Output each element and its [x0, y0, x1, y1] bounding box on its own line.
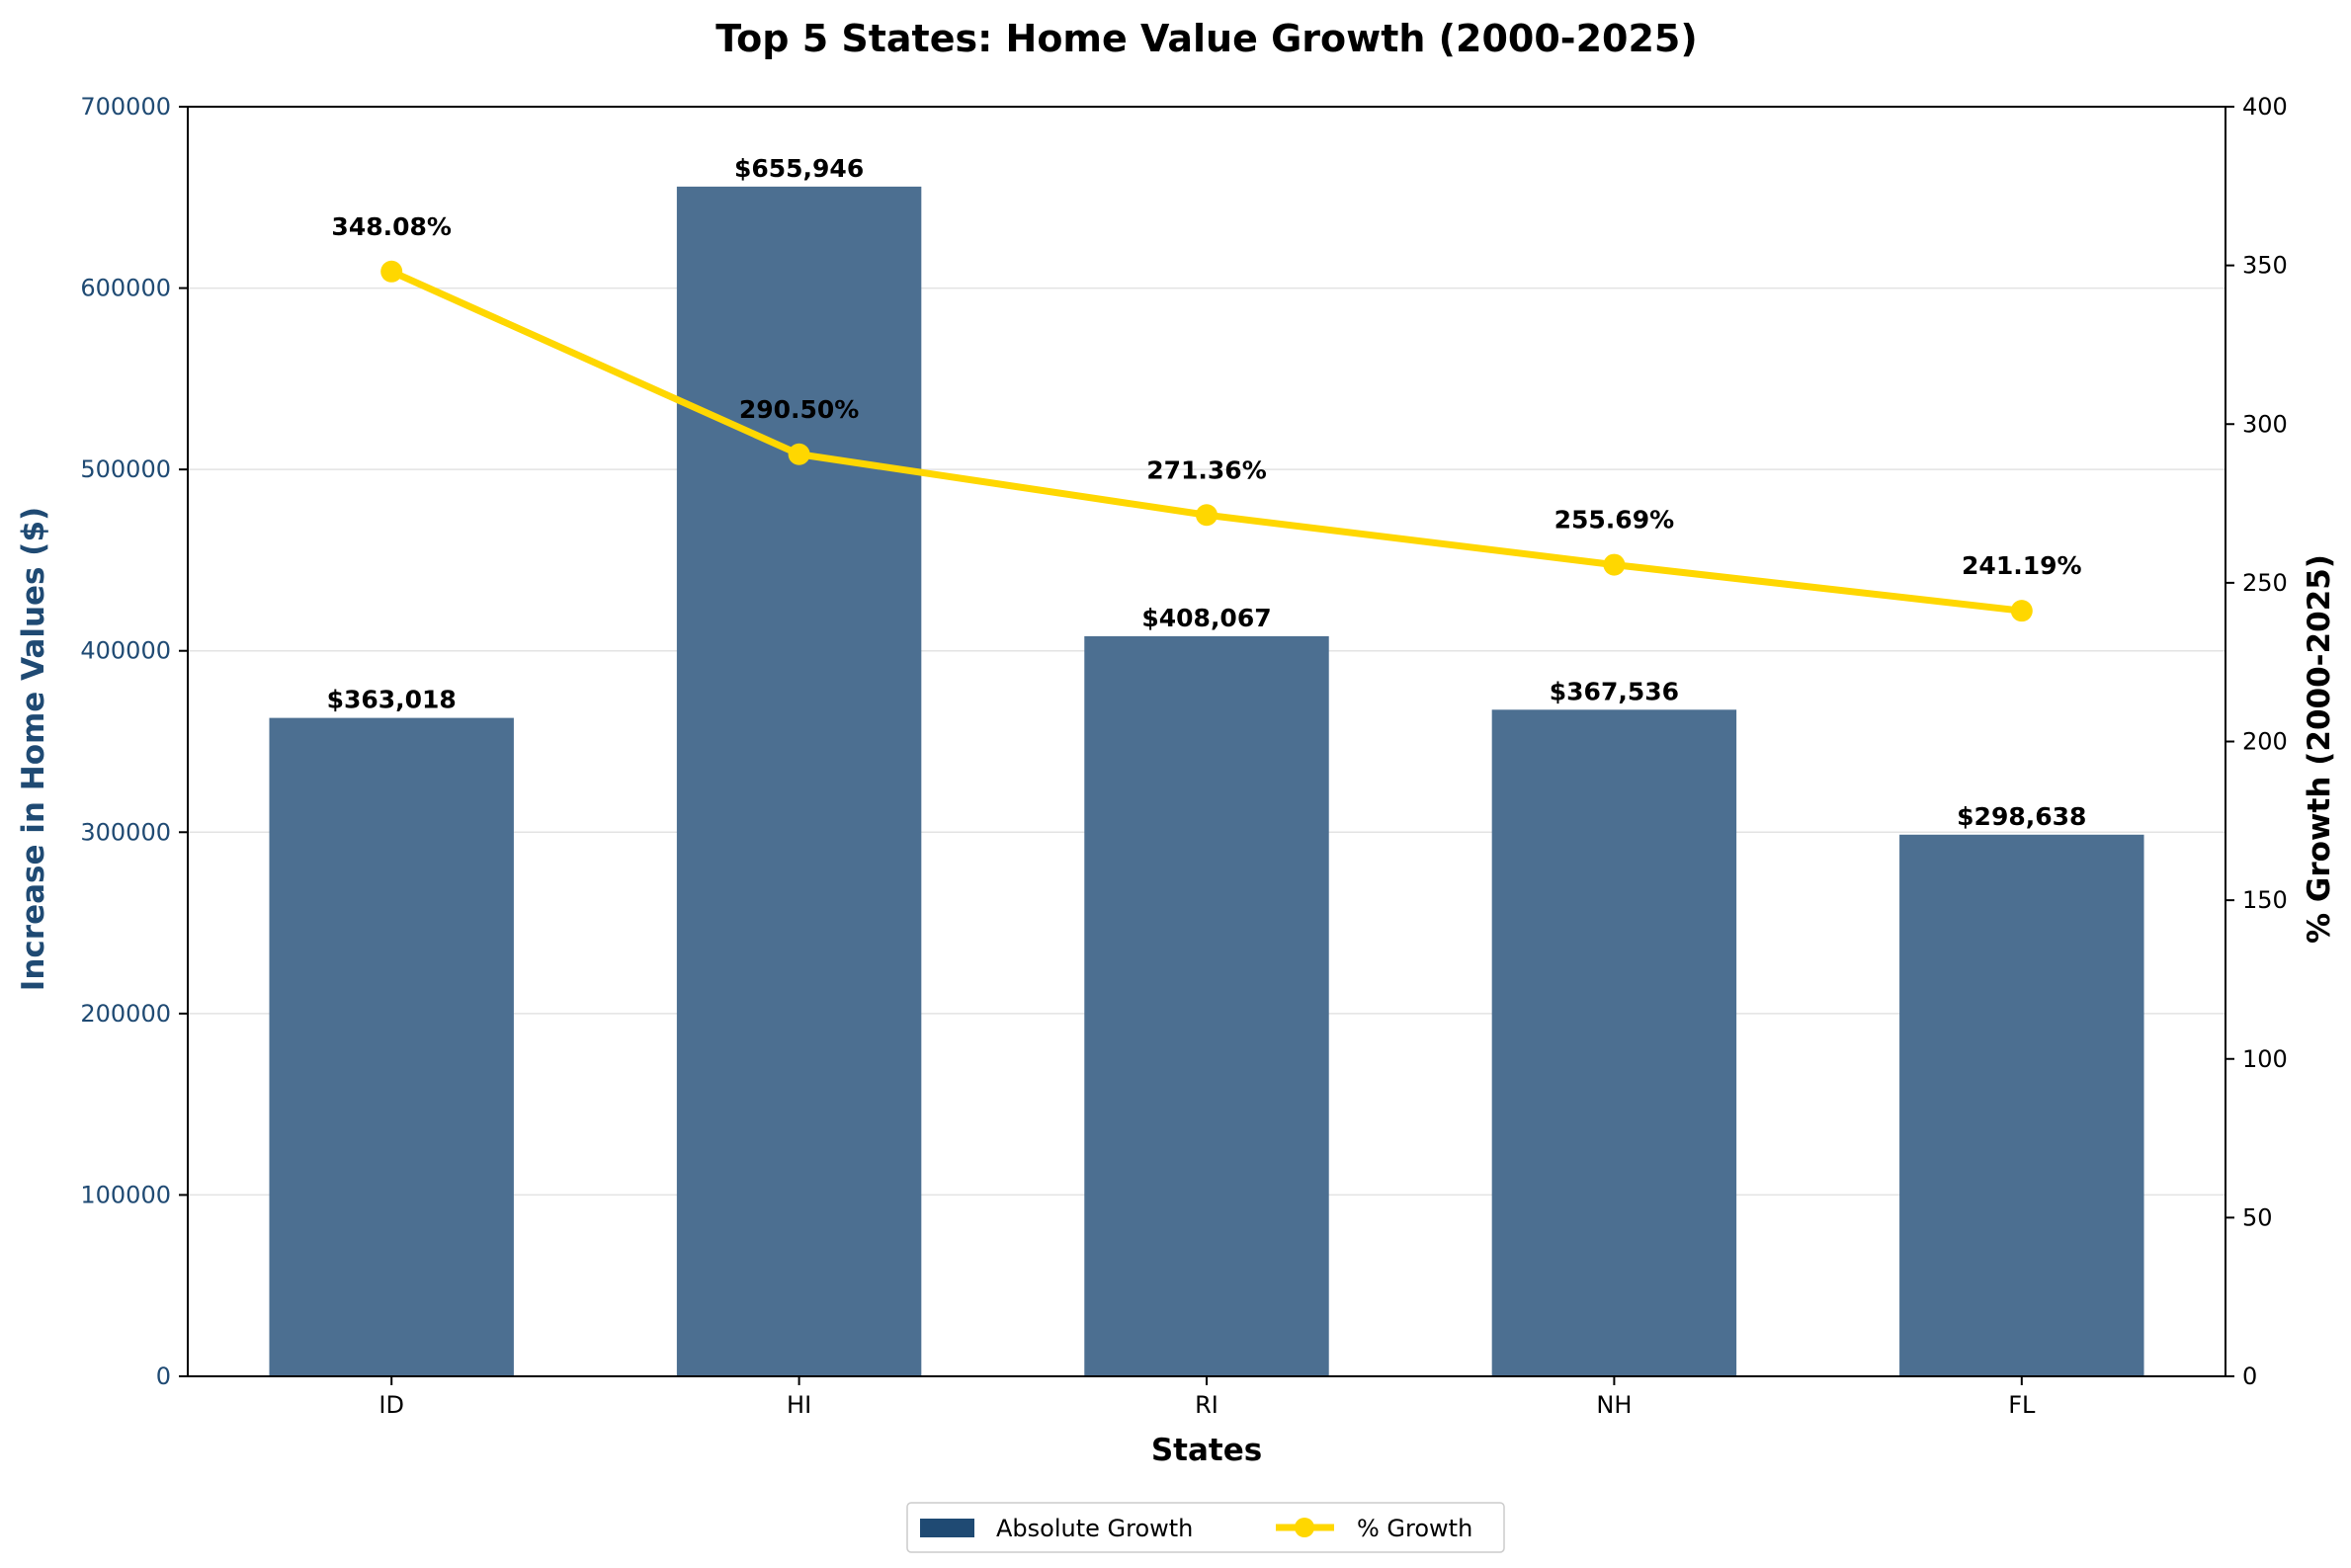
y2-tick-label: 100	[2242, 1045, 2288, 1073]
y-tick-label: 600000	[80, 275, 171, 302]
y-tick-label: 400000	[80, 637, 171, 665]
chart-title: Top 5 States: Home Value Growth (2000-20…	[715, 17, 1697, 60]
y-axis-label: Increase in Home Values ($)	[16, 507, 51, 991]
bar-hi	[676, 186, 922, 1376]
bar-id	[269, 717, 514, 1376]
y-tick-label: 700000	[80, 93, 171, 121]
y-tick-label: 500000	[80, 455, 171, 483]
line-series: 348.08% 290.50% 271.36% 255.69% 241.19%	[331, 212, 2082, 622]
axes: 0 100000 200000 300000 400000 500000 600000 700…	[80, 93, 2287, 1419]
pct-growth-label: 271.36%	[1146, 455, 1267, 484]
x-tick-label: ID	[378, 1391, 404, 1419]
bar-value-label: $408,067	[1141, 604, 1271, 632]
pct-growth-point-nh	[1603, 553, 1626, 576]
x-tick-label: HI	[787, 1391, 811, 1419]
y-tick-label: 100000	[80, 1181, 171, 1208]
pct-growth-label: 348.08%	[331, 212, 452, 241]
x-tick-label: RI	[1195, 1391, 1218, 1419]
pct-growth-point-ri	[1196, 504, 1217, 527]
bar-value-label: $298,638	[1957, 802, 2086, 831]
y2-axis-label: % Growth (2000-2025)	[2302, 554, 2337, 944]
y2-tick-label: 250	[2242, 569, 2288, 597]
y2-tick-label: 300	[2242, 410, 2288, 438]
y2-tick-label: 200	[2242, 728, 2288, 756]
y2-tick-label: 400	[2242, 93, 2288, 121]
x-tick-label: NH	[1596, 1391, 1632, 1419]
pct-growth-label: 290.50%	[739, 395, 860, 424]
x-axis-label: States	[1151, 1433, 1262, 1468]
legend-label-line: % Growth	[1357, 1515, 1472, 1542]
legend-swatch-marker	[1295, 1518, 1314, 1537]
pct-growth-line	[387, 268, 2026, 615]
bar-fl	[1899, 834, 2144, 1376]
legend-box	[906, 1502, 1505, 1553]
pct-growth-point-id	[380, 260, 403, 283]
bar-ri	[1084, 635, 1329, 1376]
y-tick-label: 200000	[80, 1000, 171, 1028]
y-tick-label: 0	[156, 1362, 171, 1390]
pct-growth-label: 255.69%	[1554, 506, 1675, 535]
y2-tick-label: 150	[2242, 886, 2288, 914]
y-tick-label: 300000	[80, 818, 171, 846]
legend: Absolute Growth % Growth	[906, 1502, 1505, 1553]
x-tick-label: FL	[2008, 1391, 2036, 1419]
pct-growth-label: 241.19%	[1962, 551, 2082, 580]
bar-value-label: $655,946	[734, 154, 864, 183]
bar-value-label: $363,018	[327, 686, 457, 714]
pct-growth-point-hi	[788, 443, 810, 465]
y2-tick-label: 50	[2242, 1203, 2273, 1231]
bar-nh	[1491, 709, 1737, 1376]
bar-value-label: $367,536	[1550, 677, 1679, 705]
bar-series: $363,018 $655,946 $408,067 $367,536 $298,638	[269, 154, 2144, 1376]
pct-growth-point-fl	[2010, 600, 2033, 622]
y2-tick-label: 350	[2242, 252, 2288, 280]
legend-label-bar: Absolute Growth	[996, 1515, 1193, 1542]
y2-tick-label: 0	[2242, 1362, 2257, 1390]
legend-swatch-bar	[920, 1519, 974, 1537]
